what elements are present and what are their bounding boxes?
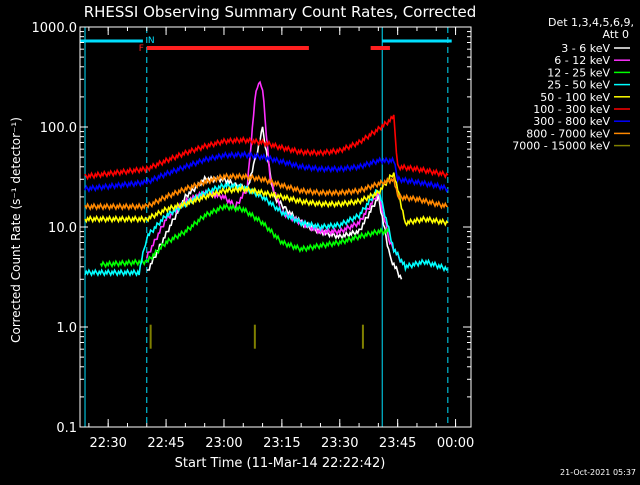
series-line-6 xyxy=(84,150,449,193)
x-tick-label: 23:15 xyxy=(263,436,300,451)
series-line-7 xyxy=(84,172,448,212)
y-tick-label: 10.0 xyxy=(48,221,77,236)
legend-label: 6 - 12 keV xyxy=(554,54,610,67)
legend-label: 100 - 300 keV xyxy=(533,103,610,116)
x-tick-label: 23:00 xyxy=(205,436,242,451)
legend-label: 300 - 800 keV xyxy=(533,115,610,128)
legend-subtitle: Att 0 xyxy=(603,28,629,41)
saa-flag-label: N xyxy=(148,36,155,46)
series-line-5 xyxy=(84,114,449,181)
x-tick-label: 23:30 xyxy=(321,436,358,451)
y-axis-label: Corrected Count Rate (s⁻¹ detector⁻¹) xyxy=(9,117,23,343)
legend-label: 50 - 100 keV xyxy=(540,91,610,104)
series-line-2 xyxy=(99,202,390,269)
legend-label: 7000 - 15000 keV xyxy=(512,140,610,153)
axis-ticks: 0.1 1.0 10.0 100.0 1000.0 22:30 22:45 23:00 23:1… xyxy=(32,21,475,451)
plot-content: NF xyxy=(80,27,452,427)
x-tick-label: 22:45 xyxy=(147,436,184,451)
y-tick-label: 0.1 xyxy=(56,421,77,436)
footer-date: 21-Oct-2021 05:37 xyxy=(560,468,636,477)
x-tick-label: 00:00 xyxy=(437,436,474,451)
y-tick-label: 1000.0 xyxy=(32,21,78,36)
y-tick-label: 1.0 xyxy=(56,321,77,336)
flare-flag-label: F xyxy=(139,44,144,54)
legend-label: 800 - 7000 keV xyxy=(526,127,610,140)
legend-title: Det 1,3,4,5,6,9, xyxy=(548,16,634,29)
y-tick-label: 100.0 xyxy=(40,121,77,136)
x-tick-label: 22:30 xyxy=(89,436,126,451)
x-axis-label: Start Time (11-Mar-14 22:22:42) xyxy=(175,456,386,471)
chart-title: RHESSI Observing Summary Count Rates, Co… xyxy=(84,3,477,21)
series-line-3 xyxy=(84,181,449,278)
x-tick-label: 23:45 xyxy=(379,436,416,451)
legend-label: 12 - 25 keV xyxy=(547,66,610,79)
legend-label: 3 - 6 keV xyxy=(561,42,610,55)
legend-label: 25 - 50 keV xyxy=(547,79,610,92)
